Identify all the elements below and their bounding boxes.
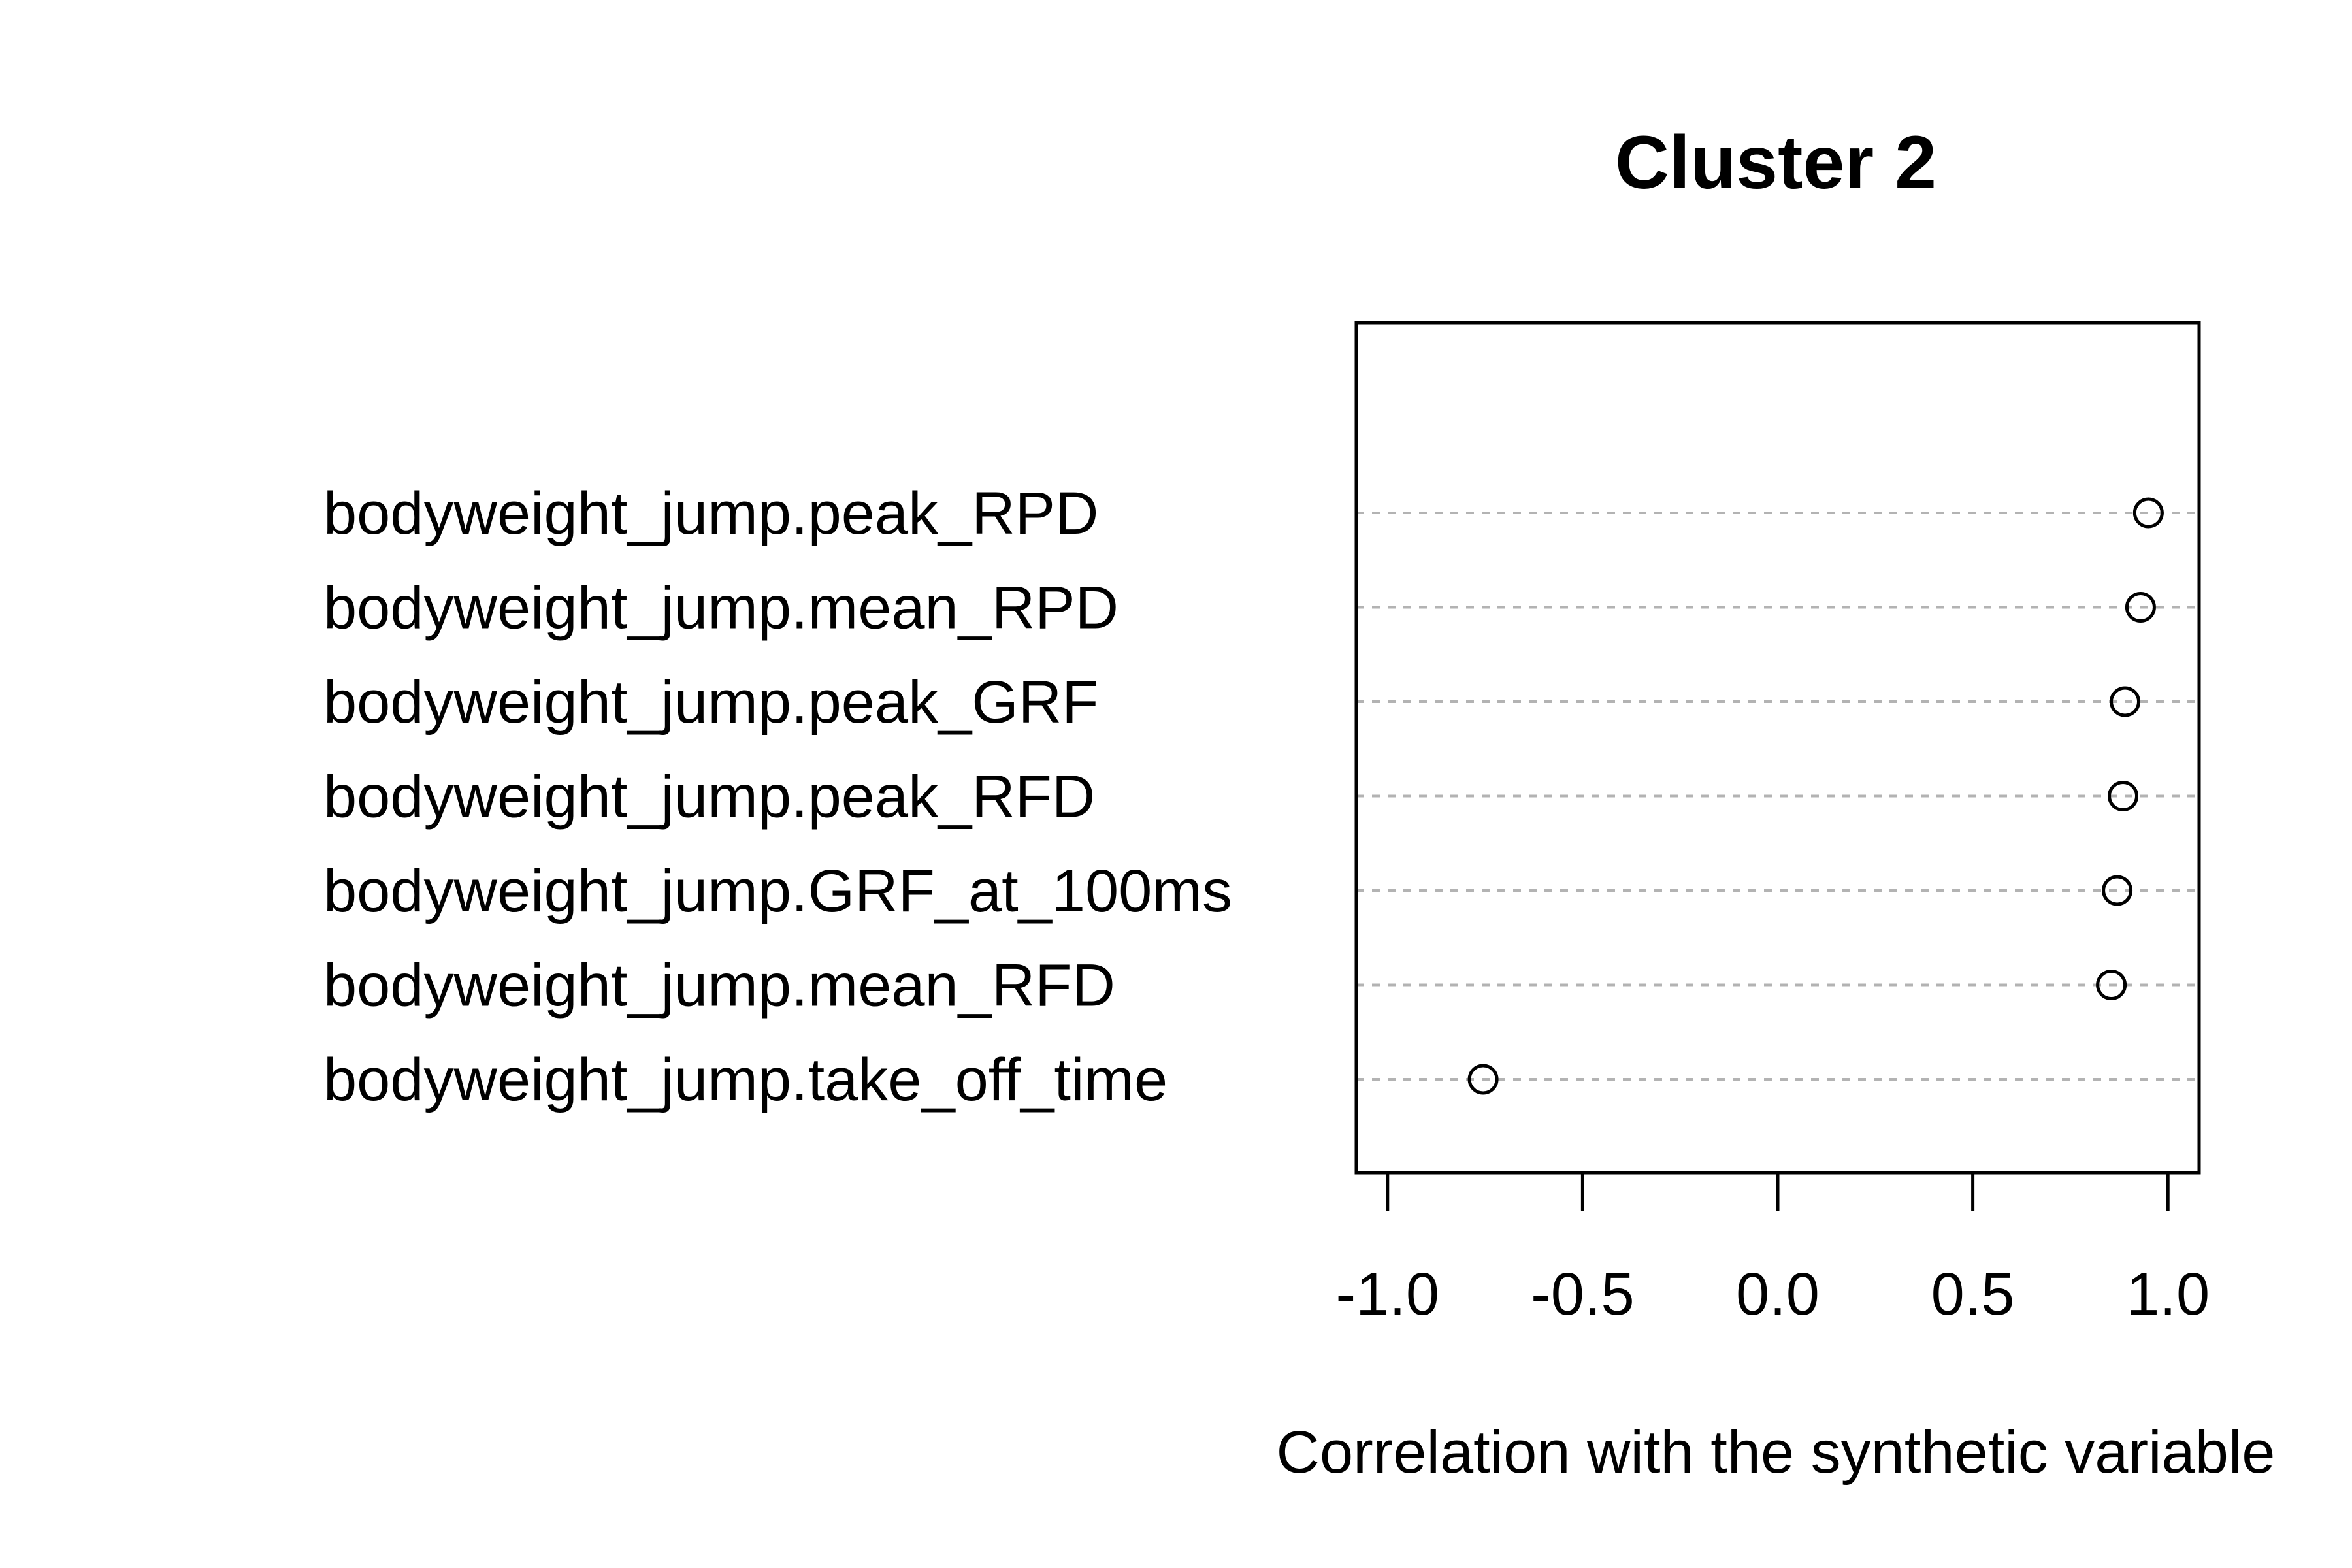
data-point — [2110, 686, 2141, 717]
row-labels: bodyweight_jump.peak_RPD bodyweight_jump.… — [323, 480, 1232, 1113]
data-points — [1467, 497, 2164, 1095]
x-tick-label: -0.5 — [1531, 1261, 1635, 1328]
row-label: bodyweight_jump.peak_RPD — [323, 480, 1098, 547]
data-point — [2125, 592, 2156, 623]
row-label: bodyweight_jump.take_off_time — [323, 1047, 1168, 1113]
chart-title: Cluster 2 — [1615, 121, 1936, 204]
x-tick-label: 0.5 — [1931, 1261, 2015, 1328]
row-label: bodyweight_jump.peak_GRF — [323, 669, 1098, 736]
data-point — [2102, 875, 2133, 906]
data-point — [1467, 1064, 1499, 1095]
row-label: bodyweight_jump.GRF_at_100ms — [323, 858, 1232, 924]
x-tick-label: 1.0 — [2126, 1261, 2210, 1328]
x-axis: -1.0 -0.5 0.0 0.5 1.0 — [1336, 1173, 2210, 1328]
x-tick-label: 0.0 — [1736, 1261, 1820, 1328]
row-label: bodyweight_jump.peak_RFD — [323, 764, 1095, 830]
data-point — [2096, 970, 2127, 1000]
data-point — [2108, 781, 2139, 811]
x-axis-title: Correlation with the synthetic variable — [1277, 1419, 2276, 1486]
data-point — [2132, 497, 2164, 529]
x-tick-label: -1.0 — [1336, 1261, 1440, 1328]
row-label: bodyweight_jump.mean_RPD — [323, 575, 1119, 642]
row-label: bodyweight_jump.mean_RFD — [323, 953, 1115, 1019]
guide-lines — [1356, 512, 2199, 1081]
plot-frame — [1354, 321, 2201, 1175]
